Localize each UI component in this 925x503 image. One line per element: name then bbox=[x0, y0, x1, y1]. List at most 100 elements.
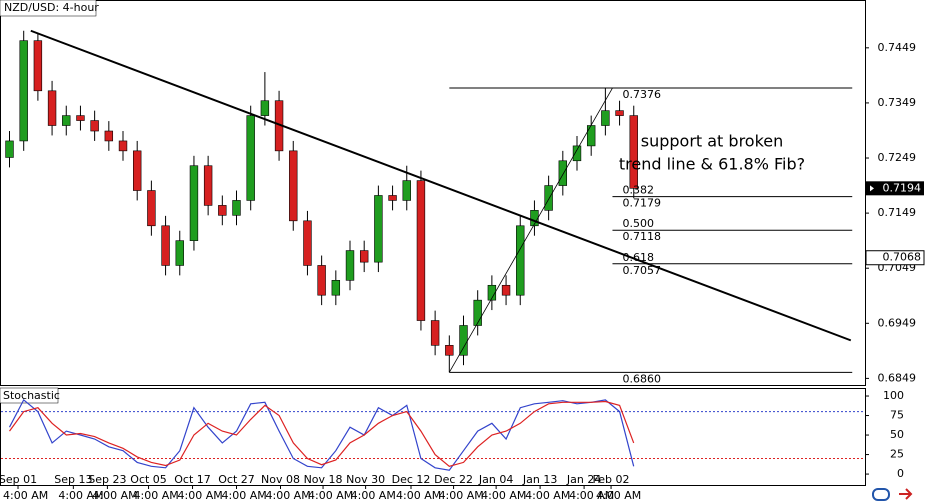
candle-body bbox=[445, 345, 454, 356]
fib-price-label: 0.7057 bbox=[622, 264, 661, 277]
candle-body bbox=[246, 115, 255, 201]
indicator-y-tick-label: 100 bbox=[883, 389, 904, 402]
candle-body bbox=[5, 140, 14, 158]
candle-body bbox=[601, 110, 610, 126]
candle-body bbox=[402, 180, 411, 201]
fib-diagonal bbox=[448, 87, 613, 373]
annotation: support at broken bbox=[641, 132, 784, 151]
x-tick-label: Feb 02 bbox=[593, 473, 630, 486]
indicator-title-box bbox=[0, 387, 59, 404]
candle-body bbox=[33, 40, 43, 92]
candle-body bbox=[90, 120, 99, 132]
candle-body bbox=[47, 90, 57, 126]
candle-body bbox=[62, 115, 71, 126]
x-tick-time: 4:00 AM bbox=[596, 489, 641, 502]
x-tick-time: 4:00 AM bbox=[265, 489, 310, 502]
candle-body bbox=[232, 200, 241, 216]
x-tick-label: Oct 05 bbox=[130, 473, 167, 486]
candle-body bbox=[317, 265, 326, 296]
indicator-title: Stochastic bbox=[3, 389, 60, 402]
x-tick-time: 4:00 AM bbox=[396, 489, 441, 502]
x-tick-label: Nov 08 bbox=[261, 473, 300, 486]
candle-body bbox=[132, 150, 142, 191]
candle-body bbox=[487, 284, 497, 301]
x-tick-label: Nov 30 bbox=[346, 473, 385, 486]
candle-body bbox=[303, 220, 312, 266]
candle-body bbox=[430, 320, 440, 346]
candle-body bbox=[416, 180, 426, 321]
x-tick-label: Sep 01 bbox=[0, 473, 37, 486]
x-tick-label: Oct 27 bbox=[218, 473, 255, 486]
candle-body bbox=[345, 250, 355, 281]
x-tick-label: Dec 22 bbox=[434, 473, 473, 486]
fib-low-label: 0.6860 bbox=[622, 372, 661, 385]
candle-body bbox=[289, 150, 298, 222]
indicator-y-tick-label: 0 bbox=[897, 467, 904, 480]
price-tag bbox=[866, 181, 924, 196]
indicator-line bbox=[9, 400, 635, 467]
candle-body bbox=[359, 250, 369, 263]
candle-body bbox=[544, 185, 553, 211]
x-tick-label: Jan 13 bbox=[522, 473, 557, 486]
candle-body bbox=[189, 165, 199, 241]
y-tick-label: 0.6849 bbox=[878, 371, 917, 384]
x-tick-label: Sep 13 bbox=[54, 473, 92, 486]
toolbar-icons[interactable] bbox=[872, 488, 913, 501]
indicator-panel-frame bbox=[0, 388, 866, 486]
candle-body bbox=[76, 115, 85, 121]
price-tag-label: 0.7068 bbox=[883, 251, 922, 264]
indicator-y-tick-label: 50 bbox=[890, 428, 904, 441]
price-panel-frame bbox=[0, 0, 866, 386]
x-tick-time: 4:00 AM bbox=[481, 489, 526, 502]
fib-ratio-label: 0.382 bbox=[622, 184, 654, 197]
x-tick-time: 4:00 AM bbox=[58, 489, 103, 502]
candle-body bbox=[175, 240, 184, 266]
x-tick-label: Jan 24 bbox=[566, 473, 601, 486]
annotation: trend line & 61.8% Fib? bbox=[619, 155, 805, 174]
x-tick-label: Dec 12 bbox=[392, 473, 431, 486]
candle-body bbox=[388, 195, 397, 201]
x-tick-time: 4:00 AM bbox=[222, 489, 267, 502]
fib-high-label: 0.7376 bbox=[622, 88, 661, 101]
candle-body bbox=[516, 225, 525, 296]
trend-line bbox=[30, 29, 852, 342]
title-box bbox=[0, 0, 97, 17]
candle-body bbox=[161, 225, 170, 266]
candle-body bbox=[501, 284, 511, 296]
arrow-icon[interactable] bbox=[899, 488, 913, 500]
candle-body bbox=[218, 205, 227, 216]
candle-body bbox=[104, 130, 114, 142]
candle-body bbox=[530, 210, 539, 227]
fib-price-label: 0.7118 bbox=[622, 230, 661, 243]
candle-body bbox=[19, 40, 28, 142]
x-tick-label: Nov 18 bbox=[304, 473, 343, 486]
x-tick-time: 4:00 AM bbox=[92, 489, 137, 502]
indicator-y-tick-label: 75 bbox=[890, 409, 904, 422]
candle-body bbox=[203, 165, 213, 206]
x-tick-time: 4:00 AM bbox=[525, 489, 570, 502]
candle-body bbox=[459, 325, 468, 356]
y-tick-label: 0.7249 bbox=[878, 151, 917, 164]
candle-body bbox=[473, 299, 482, 326]
indicator-line bbox=[8, 398, 635, 471]
link-icon[interactable] bbox=[872, 488, 890, 501]
candle-body bbox=[615, 110, 624, 116]
candle-body bbox=[586, 125, 596, 147]
x-tick-label: Oct 17 bbox=[174, 473, 211, 486]
candle-body bbox=[558, 160, 568, 186]
candle-body bbox=[118, 140, 128, 152]
x-tick-time: 4:00 AM bbox=[569, 489, 614, 502]
y-tick-label: 0.6949 bbox=[878, 316, 917, 329]
candle-body bbox=[572, 145, 582, 162]
indicator-y-tick-label: 25 bbox=[890, 448, 904, 461]
chart-title: NZD/USD: 4-hour bbox=[4, 1, 99, 14]
price-tag bbox=[865, 250, 925, 266]
x-tick-time: 4:00 AM bbox=[351, 489, 396, 502]
y-tick-label: 0.7149 bbox=[878, 206, 917, 219]
price-tag-label: 0.7194 bbox=[883, 181, 922, 194]
candle-body bbox=[147, 190, 156, 227]
price-tag-pointer bbox=[870, 185, 874, 192]
